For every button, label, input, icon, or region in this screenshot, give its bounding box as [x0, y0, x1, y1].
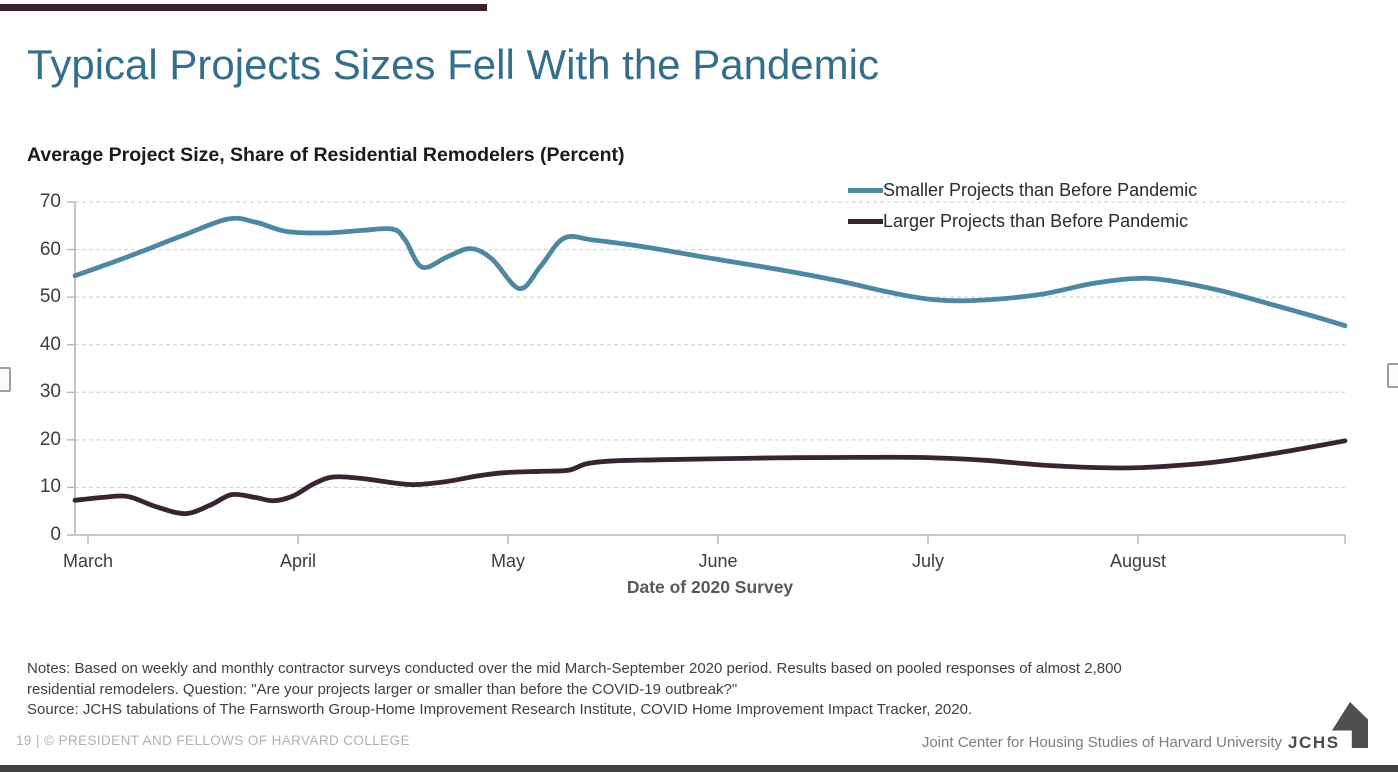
- x-axis-label-july: July: [911, 551, 944, 571]
- y-axis-label-20: 20: [39, 428, 61, 450]
- x-axis-label-august: August: [1109, 551, 1167, 571]
- x-axis-label-march: March: [62, 551, 113, 571]
- legend-label-smaller: Smaller Projects than Before Pandemic: [883, 180, 1198, 200]
- next-slide-button[interactable]: [1387, 363, 1398, 388]
- legend-row-smaller: Smaller Projects than Before Pandemic: [848, 175, 1197, 206]
- legend-label-larger: Larger Projects than Before Pandemic: [883, 211, 1189, 231]
- notes-line-1: Notes: Based on weekly and monthly contr…: [27, 660, 1122, 677]
- notes-line-2: residential remodelers. Question: "Are y…: [27, 680, 738, 698]
- y-axis-label-30: 30: [39, 381, 61, 403]
- chart-title: Average Project Size, Share of Residenti…: [27, 144, 625, 166]
- accent-bar-top: [0, 4, 487, 11]
- y-axis-label-10: 10: [39, 476, 61, 498]
- chart-legend: Smaller Projects than Before Pandemic La…: [848, 175, 1197, 237]
- y-axis-label-60: 60: [39, 238, 61, 260]
- series-line-smaller: [72, 215, 1348, 329]
- slide-title: Typical Projects Sizes Fell With the Pan…: [27, 41, 879, 88]
- notes-block: Notes: Based on weekly and monthly contr…: [27, 659, 1267, 721]
- jchs-logo: JCHS: [1288, 702, 1368, 752]
- y-axis-label-70: 70: [39, 191, 61, 212]
- larger-series-swatch-icon: [848, 219, 883, 224]
- y-axis-label-0: 0: [50, 524, 61, 545]
- y-axis-label-50: 50: [39, 286, 61, 308]
- x-axis-label-april: April: [279, 551, 316, 571]
- y-axis-label-40: 40: [39, 333, 61, 355]
- x-axis-label-may: May: [490, 551, 525, 571]
- smaller-series-swatch-icon: [848, 188, 883, 193]
- notes-line-3: Source: JCHS tabulations of The Farnswor…: [27, 701, 973, 718]
- jchs-logo-text: JCHS: [1288, 733, 1340, 752]
- prev-slide-button[interactable]: [0, 367, 11, 392]
- bottom-bar: [0, 765, 1398, 772]
- legend-row-larger: Larger Projects than Before Pandemic: [848, 206, 1197, 237]
- x-axis-title: Date of 2020 Survey: [626, 577, 794, 597]
- footer-page-copyright: 19 | © PRESIDENT AND FELLOWS OF HARVARD …: [16, 733, 410, 748]
- footer-organization: Joint Center for Housing Studies of Harv…: [921, 734, 1282, 751]
- x-axis-label-june: June: [698, 551, 738, 571]
- series-line-larger: [72, 438, 1348, 517]
